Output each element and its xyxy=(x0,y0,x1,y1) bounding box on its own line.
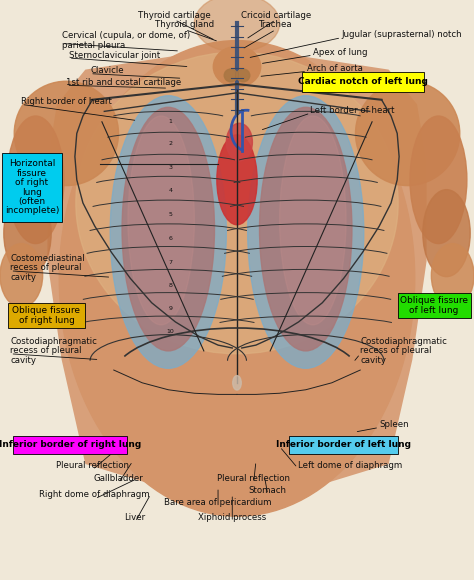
Text: Apex of lung: Apex of lung xyxy=(313,48,367,57)
Text: 9: 9 xyxy=(169,306,173,311)
Ellipse shape xyxy=(194,0,280,52)
Text: Jugular (suprasternal) notch: Jugular (suprasternal) notch xyxy=(341,30,462,39)
Text: 8: 8 xyxy=(169,283,173,288)
Text: Right border of heart: Right border of heart xyxy=(21,97,112,106)
Text: Spleen: Spleen xyxy=(379,420,409,429)
Text: Cervical (cupula, or dome, of)
parietal pleura: Cervical (cupula, or dome, of) parietal … xyxy=(62,31,190,50)
Text: Liver: Liver xyxy=(125,513,146,522)
Ellipse shape xyxy=(233,376,241,390)
Text: Xiphoid process: Xiphoid process xyxy=(198,513,266,522)
Text: 6: 6 xyxy=(169,237,173,241)
Text: Bare area of pericardium: Bare area of pericardium xyxy=(164,498,272,508)
Text: 4: 4 xyxy=(169,188,173,193)
Polygon shape xyxy=(47,46,427,510)
Ellipse shape xyxy=(237,69,250,82)
Ellipse shape xyxy=(224,69,237,82)
Text: Oblique fissure
of left lung: Oblique fissure of left lung xyxy=(400,296,468,315)
Text: Cricoid cartilage: Cricoid cartilage xyxy=(241,10,311,20)
Text: Pleural reflection: Pleural reflection xyxy=(217,474,290,483)
Ellipse shape xyxy=(7,116,64,244)
Text: Left border of heart: Left border of heart xyxy=(310,106,395,115)
FancyBboxPatch shape xyxy=(13,436,127,454)
Text: 3: 3 xyxy=(169,165,173,169)
Text: Sternoclavicular joint: Sternoclavicular joint xyxy=(69,50,160,60)
Text: 10: 10 xyxy=(167,329,174,334)
Ellipse shape xyxy=(110,96,226,368)
Ellipse shape xyxy=(410,116,467,244)
Ellipse shape xyxy=(14,81,118,186)
Text: Clavicle: Clavicle xyxy=(90,66,124,75)
FancyBboxPatch shape xyxy=(302,72,424,92)
Ellipse shape xyxy=(227,124,252,161)
Ellipse shape xyxy=(4,190,51,277)
Text: Thyroid gland: Thyroid gland xyxy=(155,20,214,30)
Ellipse shape xyxy=(431,244,474,307)
Text: Arch of aorta: Arch of aorta xyxy=(307,64,363,73)
Ellipse shape xyxy=(217,135,257,224)
Text: Costodiaphragmatic
recess of pleural
cavity: Costodiaphragmatic recess of pleural cav… xyxy=(10,337,97,365)
Text: Left dome of diaphragm: Left dome of diaphragm xyxy=(298,461,402,470)
Text: Costomediastinal
recess of pleural
cavity: Costomediastinal recess of pleural cavit… xyxy=(10,254,85,282)
FancyBboxPatch shape xyxy=(8,303,85,328)
Text: Horizontal
fissure
of right
lung
(often
incomplete): Horizontal fissure of right lung (often … xyxy=(5,160,59,215)
Text: Right dome of diaphragm: Right dome of diaphragm xyxy=(39,490,150,499)
FancyBboxPatch shape xyxy=(398,293,471,318)
Text: Stomach: Stomach xyxy=(249,485,287,495)
Text: Cardiac notch of left lung: Cardiac notch of left lung xyxy=(298,77,428,86)
Ellipse shape xyxy=(280,116,346,325)
Ellipse shape xyxy=(356,81,460,186)
Text: Thyroid cartilage: Thyroid cartilage xyxy=(138,10,211,20)
Text: 1: 1 xyxy=(169,119,173,124)
Text: Pleural reflection: Pleural reflection xyxy=(56,461,129,470)
Ellipse shape xyxy=(213,46,261,87)
Text: 5: 5 xyxy=(169,212,173,217)
Text: Trachea: Trachea xyxy=(259,20,292,30)
Ellipse shape xyxy=(0,244,43,307)
Ellipse shape xyxy=(423,190,470,277)
Text: Oblique fissure
of right lung: Oblique fissure of right lung xyxy=(12,306,81,325)
Ellipse shape xyxy=(122,107,214,351)
Ellipse shape xyxy=(76,52,398,354)
Ellipse shape xyxy=(259,107,352,351)
FancyBboxPatch shape xyxy=(2,153,62,222)
Ellipse shape xyxy=(128,116,194,325)
Ellipse shape xyxy=(59,41,415,516)
Text: Gallbladder: Gallbladder xyxy=(94,474,143,483)
Text: 7: 7 xyxy=(169,260,173,264)
Text: Inferior border of left lung: Inferior border of left lung xyxy=(276,440,410,450)
Text: 1st rib and costal cartilage: 1st rib and costal cartilage xyxy=(66,78,182,87)
FancyBboxPatch shape xyxy=(289,436,398,454)
Ellipse shape xyxy=(247,96,364,368)
Text: Costodiaphragmatic
recess of pleural
cavity: Costodiaphragmatic recess of pleural cav… xyxy=(360,337,447,365)
Text: Inferior border of right lung: Inferior border of right lung xyxy=(0,440,141,450)
Text: 2: 2 xyxy=(169,142,173,146)
